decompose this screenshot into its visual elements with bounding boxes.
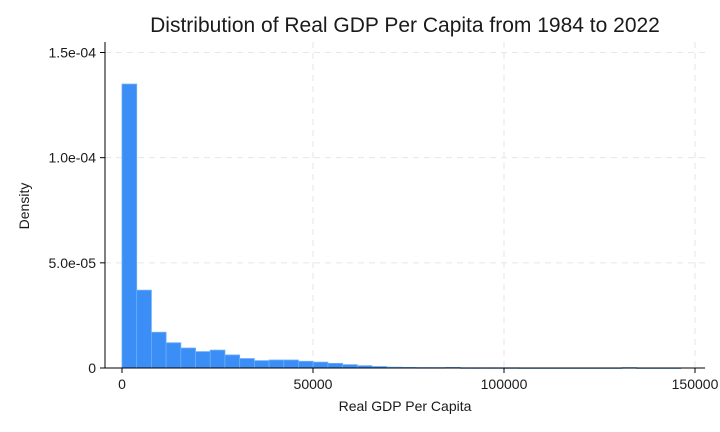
histogram-bar: [253, 360, 270, 369]
x-axis-label: Real GDP Per Capita: [339, 398, 472, 414]
histogram-bar: [298, 360, 314, 369]
histogram-bar: [342, 364, 358, 369]
x-tick-label: 100000: [481, 376, 528, 392]
histogram-bar: [136, 289, 152, 369]
x-tick-label: 150000: [672, 376, 719, 392]
x-tick-label: 0: [118, 376, 126, 392]
bar-layer: [121, 83, 682, 369]
chart-title: Distribution of Real GDP Per Capita from…: [150, 14, 660, 37]
y-tick-label: 0: [88, 360, 96, 376]
histogram-bar: [151, 331, 167, 369]
histogram-bar: [224, 354, 241, 369]
axis-layer: 0 5.0e-05 1.0e-04 1.5e-04 0 50000 100000 150000: [49, 42, 719, 392]
histogram-bar: [121, 83, 138, 369]
y-tick-label: 1.5e-04: [49, 45, 97, 61]
y-tick-label: 1.0e-04: [49, 150, 97, 166]
histogram-bar: [180, 347, 196, 369]
histogram-bar: [195, 351, 211, 369]
y-tick-label: 5.0e-05: [49, 255, 97, 271]
histogram-bar: [209, 349, 226, 369]
histogram-bar: [312, 361, 329, 369]
histogram-bar: [239, 358, 255, 369]
histogram-bar: [268, 359, 285, 369]
histogram-bar: [327, 362, 344, 369]
x-tick-label: 50000: [294, 376, 333, 392]
histogram-bar: [283, 359, 299, 369]
y-axis-label: Density: [16, 183, 32, 230]
grid-layer: [105, 42, 705, 368]
histogram-bar: [165, 342, 182, 369]
